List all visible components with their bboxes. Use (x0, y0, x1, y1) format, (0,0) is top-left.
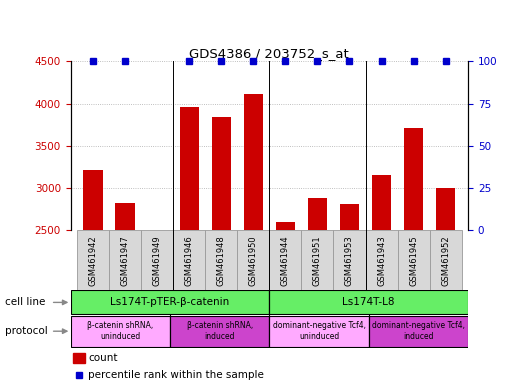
Text: Ls174T-pTER-β-catenin: Ls174T-pTER-β-catenin (110, 297, 230, 308)
FancyBboxPatch shape (173, 230, 205, 290)
Bar (372, 175, 391, 384)
Text: β-catenin shRNA,
uninduced: β-catenin shRNA, uninduced (87, 321, 153, 341)
Text: count: count (88, 353, 118, 363)
Text: protocol: protocol (5, 326, 48, 336)
FancyBboxPatch shape (141, 230, 173, 290)
FancyBboxPatch shape (269, 290, 468, 314)
Bar (212, 117, 231, 384)
Text: Ls174T-L8: Ls174T-L8 (343, 297, 395, 308)
Bar (73, 353, 85, 363)
FancyBboxPatch shape (71, 290, 269, 314)
Bar (276, 222, 295, 384)
FancyBboxPatch shape (77, 230, 109, 290)
Text: dominant-negative Tcf4,
uninduced: dominant-negative Tcf4, uninduced (272, 321, 366, 341)
Bar (116, 204, 135, 384)
FancyBboxPatch shape (269, 316, 369, 347)
Text: percentile rank within the sample: percentile rank within the sample (88, 370, 264, 380)
FancyBboxPatch shape (170, 316, 269, 347)
FancyBboxPatch shape (205, 230, 237, 290)
Text: GSM461945: GSM461945 (409, 235, 418, 286)
Text: GSM461942: GSM461942 (88, 235, 98, 286)
Text: GSM461948: GSM461948 (217, 235, 226, 286)
FancyBboxPatch shape (429, 230, 462, 290)
Title: GDS4386 / 203752_s_at: GDS4386 / 203752_s_at (189, 47, 349, 60)
Text: GSM461946: GSM461946 (185, 235, 194, 286)
Bar (244, 94, 263, 384)
Bar (179, 107, 199, 384)
Bar (340, 204, 359, 384)
Text: GSM461953: GSM461953 (345, 235, 354, 286)
Bar (84, 170, 103, 384)
Text: GSM461949: GSM461949 (153, 235, 162, 286)
Text: cell line: cell line (5, 297, 46, 308)
FancyBboxPatch shape (237, 230, 269, 290)
Text: GSM461950: GSM461950 (249, 235, 258, 286)
FancyBboxPatch shape (397, 230, 429, 290)
Bar (404, 128, 423, 384)
FancyBboxPatch shape (109, 230, 141, 290)
Bar (147, 230, 167, 384)
Bar (308, 198, 327, 384)
Text: β-catenin shRNA,
induced: β-catenin shRNA, induced (187, 321, 253, 341)
FancyBboxPatch shape (301, 230, 334, 290)
Text: dominant-negative Tcf4,
induced: dominant-negative Tcf4, induced (372, 321, 465, 341)
Text: GSM461952: GSM461952 (441, 235, 450, 286)
FancyBboxPatch shape (71, 316, 170, 347)
Text: GSM461944: GSM461944 (281, 235, 290, 286)
Text: GSM461947: GSM461947 (121, 235, 130, 286)
FancyBboxPatch shape (334, 230, 366, 290)
FancyBboxPatch shape (269, 230, 301, 290)
FancyBboxPatch shape (366, 230, 397, 290)
Text: GSM461943: GSM461943 (377, 235, 386, 286)
FancyBboxPatch shape (369, 316, 468, 347)
Text: GSM461951: GSM461951 (313, 235, 322, 286)
Bar (436, 188, 455, 384)
